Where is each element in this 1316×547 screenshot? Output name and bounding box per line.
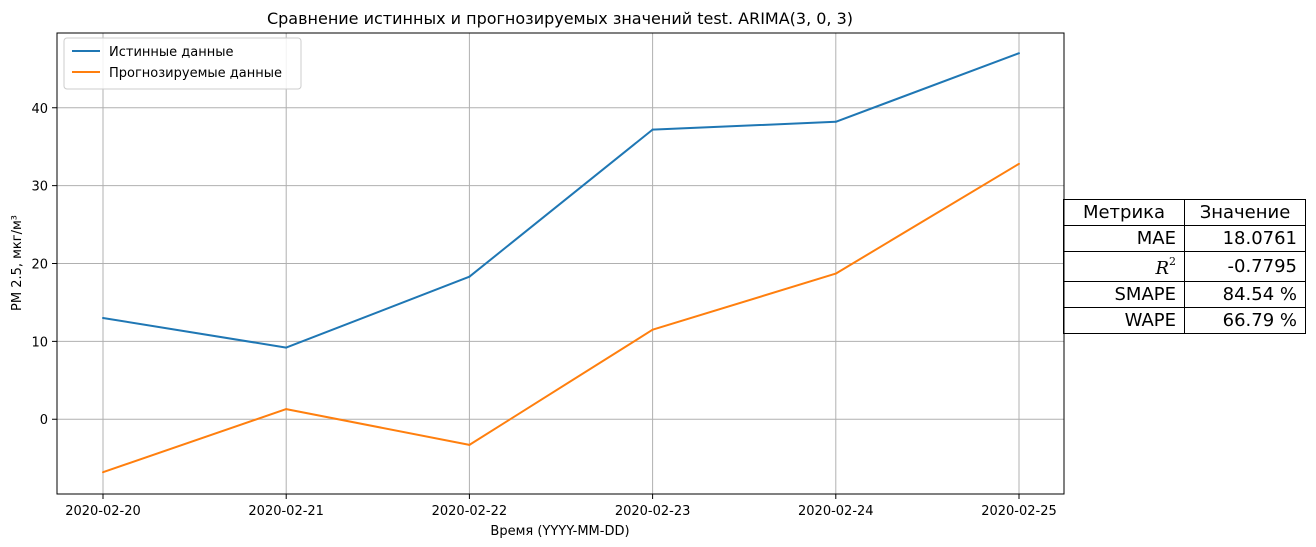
true-data-point [834,120,837,123]
true-data-point [651,128,654,131]
true-data-point [1018,52,1020,55]
metrics-header-metric: Метрика [1063,199,1185,226]
metric-value: 18.0761 [1184,225,1306,252]
predicted-data-line [102,162,1020,474]
metrics-header-row: Метрика Значение [1063,199,1306,226]
y-tick-label: 0 [40,413,48,428]
metrics-table: Метрика Значение MAE 18.0761 R2 -0.7795 … [1063,199,1306,334]
metric-name: R2 [1063,251,1185,282]
metrics-row-wape: WAPE 66.79 % [1063,307,1306,334]
predicted-data-point [1018,162,1020,165]
true-data-point [468,275,471,278]
legend: Истинные данные Прогнозируемые данные [63,37,302,90]
metric-name: MAE [1063,225,1185,252]
true-data-point [102,317,104,320]
predicted-data-point [102,471,104,474]
y-tick-label: 40 [31,102,48,117]
legend-label-true: Истинные данные [109,45,234,60]
true-data-point [285,346,288,349]
metrics-row-smape: SMAPE 84.54 % [1063,281,1306,308]
predicted-data-point [651,328,654,331]
chart-title: Сравнение истинных и прогнозируемых знач… [267,9,853,28]
metric-name: WAPE [1063,307,1185,334]
legend-box [63,37,302,90]
metrics-row-mae: MAE 18.0761 [1063,225,1306,252]
y-axis-ticks: 0 10 20 30 40 [31,102,57,428]
metric-name-base: R [1155,258,1169,279]
y-tick-label: 10 [31,335,48,350]
legend-label-pred: Прогнозируемые данные [109,66,282,81]
x-tick-label: 2020-02-23 [615,504,691,519]
grid-lines [57,33,1064,494]
predicted-data-point [285,408,288,411]
x-tick-label: 2020-02-20 [65,504,141,519]
x-axis-ticks: 2020-02-20 2020-02-21 2020-02-22 2020-02-23… [65,494,1057,519]
y-tick-label: 30 [31,180,48,195]
x-tick-label: 2020-02-22 [432,504,508,519]
x-tick-label: 2020-02-25 [981,504,1057,519]
x-axis-label: Время (YYYY-MM-DD) [490,524,629,539]
metric-value: 84.54 % [1184,281,1306,308]
metrics-header-value: Значение [1184,199,1306,226]
metric-name-superscript: 2 [1169,255,1176,268]
predicted-data-point [834,272,837,275]
x-tick-label: 2020-02-24 [798,504,874,519]
series-lines [102,52,1020,474]
metrics-row-r2: R2 -0.7795 [1063,251,1306,282]
metric-value: 66.79 % [1184,307,1306,334]
true-data-line [102,52,1020,349]
y-axis-label: PM 2.5, мкг/м³ [10,215,25,311]
y-tick-label: 20 [31,258,48,273]
metric-value: -0.7795 [1184,251,1306,282]
predicted-data-point [468,443,471,446]
x-tick-label: 2020-02-21 [248,504,324,519]
metric-name: SMAPE [1063,281,1185,308]
